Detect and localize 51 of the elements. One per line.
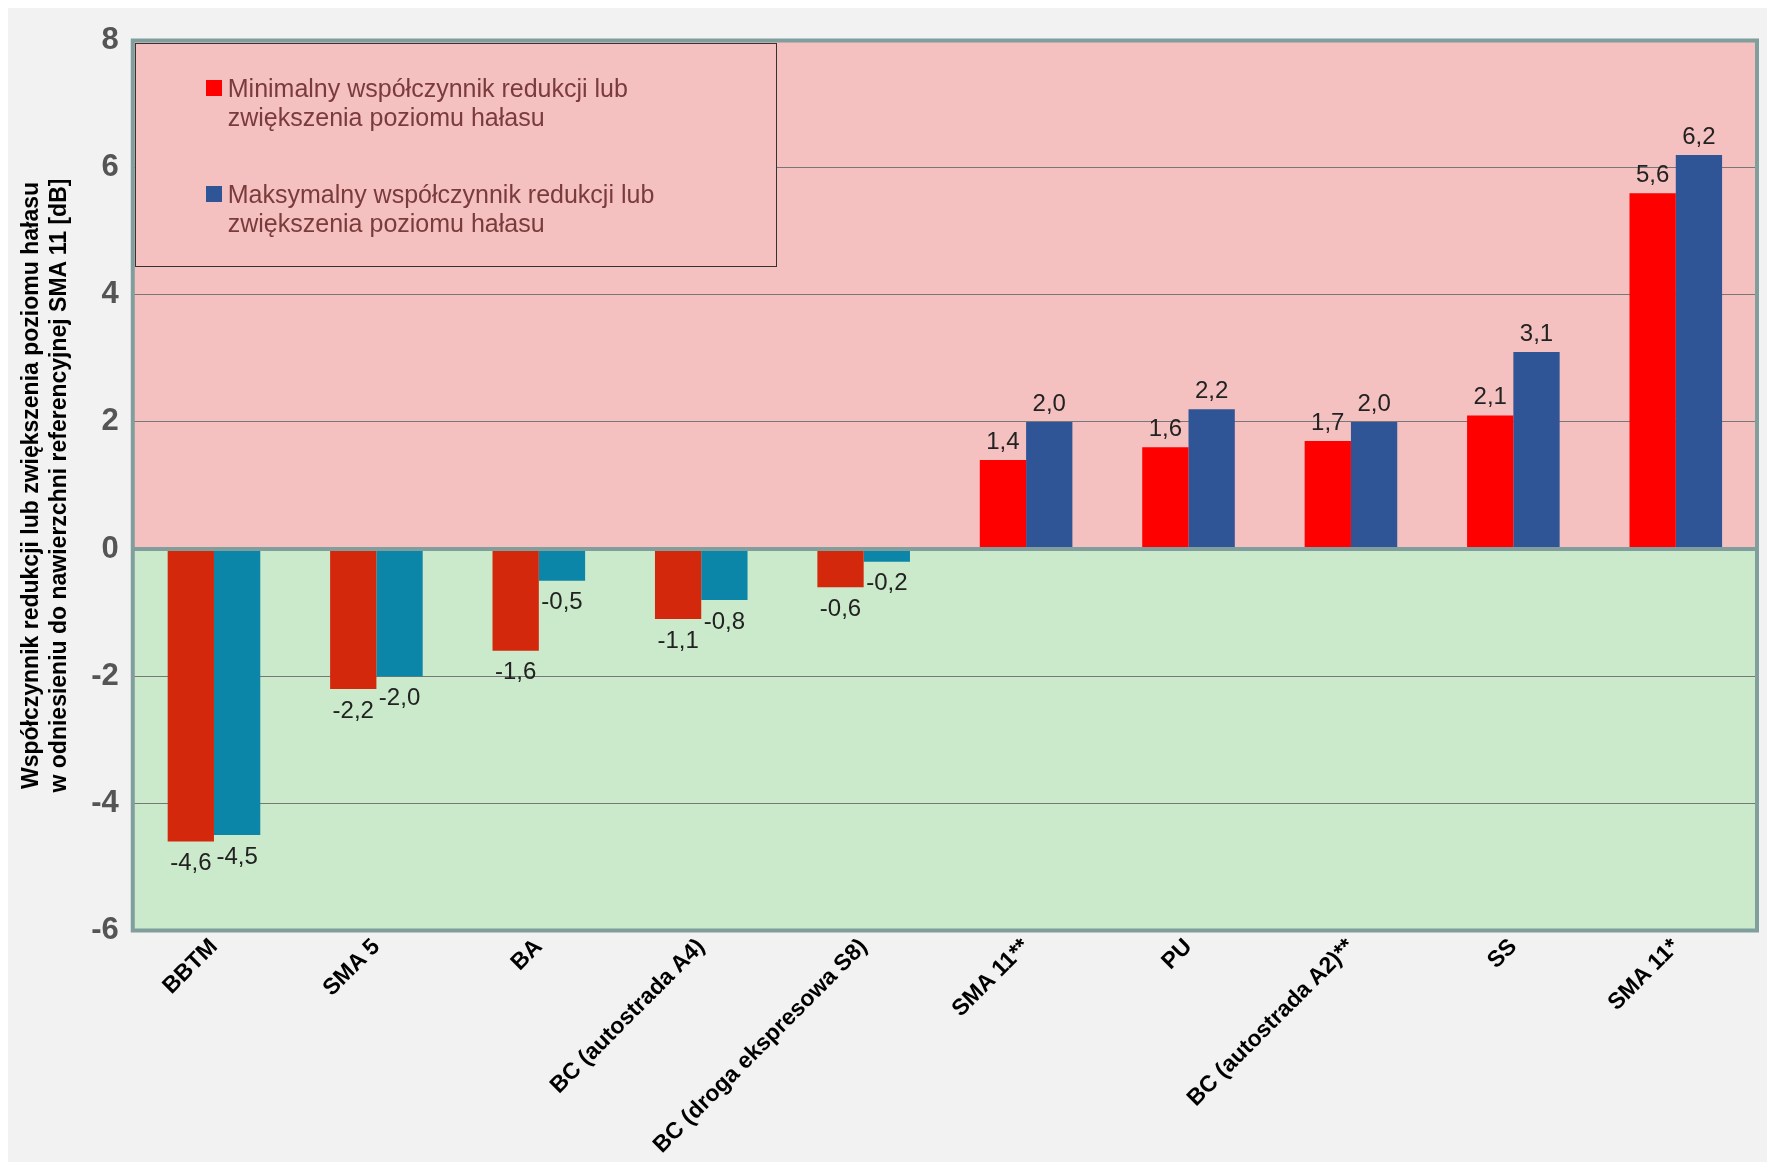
data-label: -2,2 — [332, 695, 374, 723]
bar — [1513, 352, 1560, 549]
bar — [979, 460, 1027, 549]
data-label: -1,1 — [657, 625, 699, 653]
legend-label: Minimalny współczynnik redukcji lub zwiększenia poziomu hałasu — [227, 73, 629, 132]
data-label: -2,0 — [378, 682, 421, 710]
data-label: 1,6 — [1148, 414, 1183, 441]
y-tick-label: 6 — [101, 148, 119, 184]
data-label: 5,6 — [1635, 159, 1670, 187]
y-tick-label: -2 — [91, 656, 119, 692]
data-label: 2,0 — [1032, 388, 1066, 416]
data-label: -0,2 — [866, 568, 908, 596]
bar — [1188, 409, 1235, 549]
data-label: -0,8 — [703, 606, 746, 634]
bar — [376, 549, 423, 677]
data-label: 3,1 — [1519, 318, 1554, 346]
bar — [1304, 441, 1351, 549]
y-tick-label: 2 — [101, 402, 119, 438]
y-tick-label: 4 — [101, 275, 120, 311]
y-tick-label: 0 — [101, 529, 119, 565]
data-label: 2,1 — [1473, 382, 1507, 410]
y-tick-label: -4 — [91, 783, 120, 819]
bar — [167, 549, 214, 842]
bar — [1629, 193, 1676, 549]
y-axis-title: Współczynnik redukcji lub zwiększenia poziomu hałasu w odniesieniu do nawierzchni referencyjnej SMA 11 [dB] — [17, 178, 71, 794]
data-label: 1,4 — [986, 426, 1020, 454]
bar — [1350, 421, 1398, 549]
x-tick-label: PU — [1155, 932, 1197, 974]
data-label: 6,2 — [1682, 121, 1716, 149]
data-label: -0,6 — [819, 593, 862, 621]
data-label: 2,2 — [1194, 375, 1229, 403]
bar — [1142, 447, 1189, 549]
data-label: 2,0 — [1357, 388, 1391, 416]
bar — [1675, 155, 1723, 549]
y-tick-label: -6 — [91, 910, 119, 946]
y-tick-label: 8 — [101, 21, 119, 57]
legend-label: Maksymalny współczynnik redukcji lub zwiększenia poziomu hałasu — [227, 179, 656, 238]
x-tick-label: BA — [504, 932, 547, 975]
data-label: -4,6 — [170, 848, 212, 876]
x-tick-label: SS — [1481, 932, 1522, 973]
bar — [330, 549, 377, 689]
bar — [1026, 421, 1073, 549]
data-label: -0,5 — [541, 587, 583, 615]
bar — [213, 549, 261, 836]
bar — [817, 549, 864, 588]
bar — [1467, 415, 1514, 549]
data-label: -4,5 — [216, 841, 258, 869]
bar — [654, 549, 702, 619]
bar — [701, 549, 748, 600]
bar — [492, 549, 539, 651]
bar — [538, 549, 586, 581]
